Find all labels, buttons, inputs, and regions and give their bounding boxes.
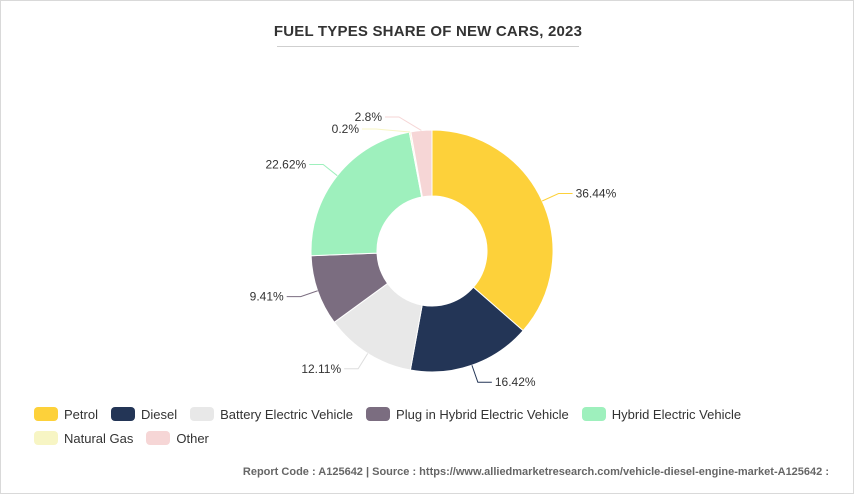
- slice-petrol[interactable]: [431, 129, 554, 332]
- legend-swatch: [34, 431, 58, 445]
- data-label-plug-in-hybrid-electric-vehicle: 9.41%: [250, 290, 284, 304]
- legend-item-hybrid-electric-vehicle[interactable]: Hybrid Electric Vehicle: [581, 405, 742, 423]
- data-label-natural-gas: 0.2%: [332, 122, 360, 136]
- legend-item-natural-gas[interactable]: Natural Gas: [34, 429, 133, 447]
- legend-swatch: [581, 407, 606, 421]
- legend-label: Battery Electric Vehicle: [220, 406, 354, 422]
- title-underline: [277, 46, 579, 47]
- slice-other[interactable]: [410, 129, 433, 198]
- legend-item-petrol[interactable]: Petrol: [34, 405, 98, 423]
- legend-swatch: [110, 407, 135, 421]
- legend-swatch: [190, 407, 215, 421]
- report-source-footer: Report Code : A125642 | Source : https:/…: [242, 466, 829, 478]
- legend-swatch: [366, 407, 391, 421]
- leader-line-battery-electric-vehicle: [344, 353, 369, 370]
- legend-item-battery-electric-vehicle[interactable]: Battery Electric Vehicle: [190, 405, 353, 423]
- leader-line-other: [385, 116, 422, 131]
- leader-line-natural-gas: [362, 128, 411, 133]
- leader-line-plug-in-hybrid-electric-vehicle: [286, 290, 318, 298]
- legend-label: Hybrid Electric Vehicle: [611, 406, 742, 422]
- data-label-hybrid-electric-vehicle: 22.62%: [265, 158, 306, 172]
- legend-label: Natural Gas: [64, 430, 134, 446]
- legend-label: Petrol: [64, 406, 98, 422]
- legend-item-other[interactable]: Other: [146, 429, 209, 447]
- data-label-diesel: 16.42%: [495, 375, 536, 389]
- data-label-petrol: 36.44%: [576, 187, 617, 201]
- legend-swatch: [34, 407, 58, 421]
- legend-item-plug-in-hybrid-electric-vehicle[interactable]: Plug in Hybrid Electric Vehicle: [366, 405, 569, 423]
- leader-line-hybrid-electric-vehicle: [309, 164, 338, 177]
- data-label-other: 2.8%: [355, 110, 383, 124]
- legend-item-diesel[interactable]: Diesel: [110, 405, 178, 423]
- chart-legend: Petrol Diesel Battery Electric Vehicle Plug…: [34, 405, 844, 447]
- legend-label: Plug in Hybrid Electric Vehicle: [396, 406, 569, 422]
- leader-line-petrol: [541, 193, 573, 202]
- data-label-battery-electric-vehicle: 12.11%: [301, 362, 341, 376]
- chart-title: FUEL TYPES SHARE OF NEW CARS, 2023: [273, 23, 583, 40]
- legend-label: Diesel: [140, 406, 178, 422]
- leader-line-diesel: [471, 365, 492, 383]
- legend-label: Other: [176, 430, 209, 446]
- legend-swatch: [146, 431, 171, 445]
- slice-hybrid-electric-vehicle[interactable]: [310, 131, 423, 257]
